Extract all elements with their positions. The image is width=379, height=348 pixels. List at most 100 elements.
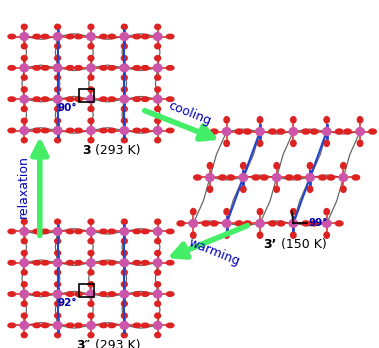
Ellipse shape [121, 301, 127, 306]
Text: 3″: 3″ [76, 339, 91, 348]
Ellipse shape [166, 65, 174, 70]
Circle shape [153, 290, 162, 298]
Ellipse shape [155, 44, 161, 49]
Ellipse shape [21, 251, 27, 256]
Ellipse shape [33, 128, 41, 133]
Ellipse shape [121, 118, 127, 124]
Ellipse shape [274, 186, 279, 192]
Ellipse shape [21, 313, 27, 318]
Ellipse shape [88, 75, 94, 80]
Ellipse shape [100, 229, 107, 234]
Ellipse shape [88, 118, 94, 124]
Ellipse shape [8, 97, 16, 102]
Ellipse shape [141, 260, 149, 265]
Ellipse shape [133, 229, 141, 234]
Ellipse shape [302, 129, 310, 134]
Ellipse shape [235, 129, 243, 134]
Ellipse shape [8, 260, 16, 265]
Ellipse shape [121, 106, 127, 111]
Ellipse shape [41, 323, 49, 328]
Circle shape [20, 64, 28, 72]
Circle shape [256, 220, 264, 227]
Ellipse shape [210, 129, 218, 134]
Ellipse shape [155, 238, 161, 244]
Ellipse shape [88, 238, 94, 244]
Ellipse shape [121, 270, 127, 275]
Ellipse shape [88, 301, 94, 306]
Ellipse shape [155, 24, 161, 30]
Ellipse shape [108, 34, 116, 39]
Ellipse shape [55, 332, 61, 338]
Circle shape [120, 259, 128, 267]
Ellipse shape [335, 129, 343, 134]
Ellipse shape [344, 129, 351, 134]
Ellipse shape [100, 65, 107, 70]
Circle shape [153, 228, 162, 235]
Ellipse shape [75, 323, 82, 328]
Ellipse shape [166, 292, 174, 296]
Ellipse shape [310, 129, 318, 134]
Ellipse shape [241, 163, 246, 169]
Ellipse shape [285, 175, 293, 180]
Text: (293 K): (293 K) [91, 339, 141, 348]
Ellipse shape [352, 175, 360, 180]
Ellipse shape [244, 129, 251, 134]
Circle shape [289, 128, 298, 135]
Ellipse shape [155, 282, 161, 287]
Ellipse shape [307, 186, 313, 192]
Ellipse shape [21, 238, 27, 244]
Text: 99°: 99° [309, 219, 328, 228]
Circle shape [153, 322, 162, 329]
Circle shape [153, 259, 162, 267]
Ellipse shape [41, 260, 49, 265]
Ellipse shape [141, 34, 149, 39]
Circle shape [153, 95, 162, 103]
Circle shape [323, 220, 331, 227]
Circle shape [120, 33, 128, 40]
Ellipse shape [177, 221, 185, 226]
Circle shape [222, 220, 231, 227]
Ellipse shape [291, 140, 296, 147]
Circle shape [53, 290, 62, 298]
Ellipse shape [100, 34, 107, 39]
Ellipse shape [108, 97, 116, 102]
Circle shape [20, 259, 28, 267]
Ellipse shape [155, 301, 161, 306]
Ellipse shape [341, 163, 346, 169]
Ellipse shape [33, 323, 41, 328]
Ellipse shape [41, 65, 49, 70]
Ellipse shape [357, 117, 363, 123]
Ellipse shape [108, 65, 116, 70]
Ellipse shape [224, 208, 229, 215]
Circle shape [87, 290, 95, 298]
Ellipse shape [324, 208, 329, 215]
Ellipse shape [8, 34, 16, 39]
Ellipse shape [155, 87, 161, 92]
Ellipse shape [133, 260, 141, 265]
Ellipse shape [88, 137, 94, 143]
Ellipse shape [357, 140, 363, 147]
Circle shape [53, 64, 62, 72]
Ellipse shape [55, 118, 61, 124]
Circle shape [87, 228, 95, 235]
Ellipse shape [274, 163, 279, 169]
Ellipse shape [55, 219, 61, 224]
Ellipse shape [55, 270, 61, 275]
Ellipse shape [21, 56, 27, 61]
Ellipse shape [33, 260, 41, 265]
Ellipse shape [121, 56, 127, 61]
Ellipse shape [210, 221, 218, 226]
Circle shape [53, 33, 62, 40]
Ellipse shape [21, 44, 27, 49]
Ellipse shape [324, 140, 329, 147]
Ellipse shape [310, 221, 318, 226]
Ellipse shape [21, 332, 27, 338]
Ellipse shape [327, 175, 335, 180]
Circle shape [87, 64, 95, 72]
Ellipse shape [191, 208, 196, 215]
Ellipse shape [75, 229, 82, 234]
Circle shape [20, 127, 28, 134]
Ellipse shape [224, 232, 229, 238]
Ellipse shape [291, 232, 296, 238]
Ellipse shape [41, 97, 49, 102]
